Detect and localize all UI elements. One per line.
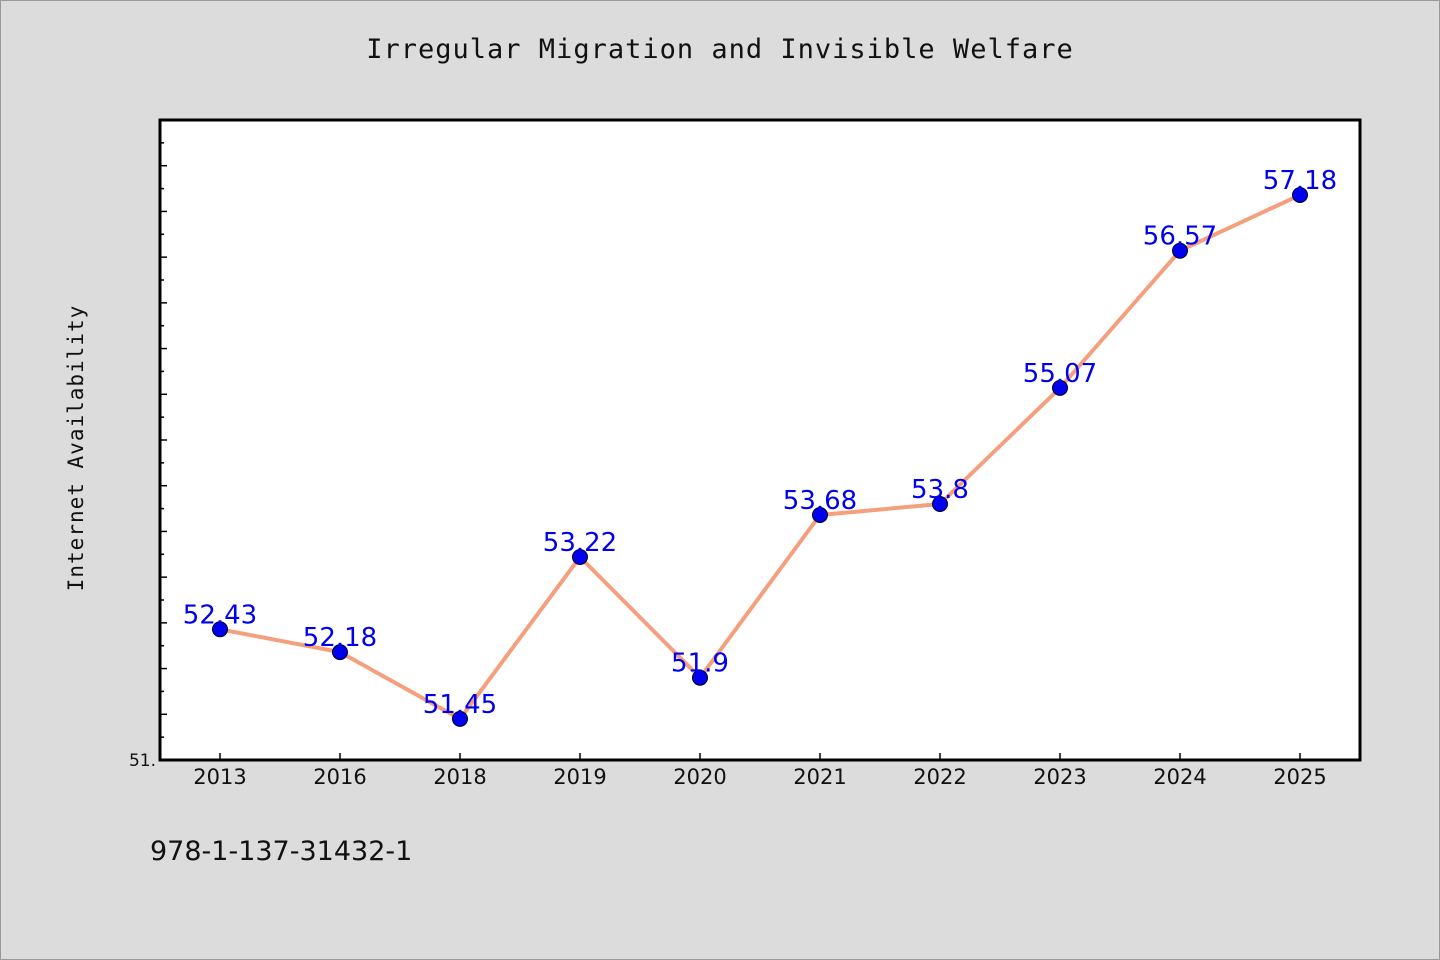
data-point [452, 710, 468, 727]
data-point [1292, 186, 1308, 203]
x-tick-label: 2022 [913, 765, 966, 789]
x-tick-label: 2018 [433, 765, 486, 789]
x-tick-label: 2013 [193, 765, 246, 789]
plot-area [158, 118, 1362, 762]
data-label: 56.57 [1143, 222, 1217, 252]
data-label: 53.22 [543, 528, 617, 558]
data-point [932, 496, 948, 512]
x-tick-label: 2016 [313, 765, 366, 789]
x-tick-label: 2023 [1033, 765, 1086, 789]
data-label: 53.8 [911, 475, 969, 505]
x-tick-label: 2019 [553, 765, 606, 789]
series-line [219, 193, 1301, 721]
isbn-footnote: 978-1-137-31432-1 [150, 836, 413, 867]
data-point [692, 669, 708, 686]
y-axis-ticks: 51. [129, 119, 167, 771]
x-tick-label: 2025 [1273, 765, 1326, 789]
data-point [212, 621, 228, 638]
data-labels: 52.43 52.18 51.45 53.22 51.9 53.68 53.8 55.07 56… [183, 166, 1337, 720]
data-label: 52.43 [183, 600, 257, 630]
x-tick-label: 2024 [1153, 765, 1206, 789]
data-label: 51.9 [671, 649, 729, 679]
x-tick-label: 2020 [673, 765, 726, 789]
x-tick-label: 2021 [793, 765, 846, 789]
data-label: 52.18 [303, 623, 377, 653]
y-tick-label: 51. [129, 751, 156, 771]
chart-title: Irregular Migration and Invisible Welfar… [366, 34, 1074, 65]
data-label: 57.18 [1263, 166, 1337, 196]
data-label: 53.68 [783, 486, 857, 516]
series-markers [212, 186, 1308, 727]
data-point [812, 506, 828, 523]
data-point [1052, 379, 1068, 396]
data-point [572, 549, 588, 566]
data-point [332, 644, 348, 661]
x-axis-ticks: 2013 2016 2018 2019 2020 2021 2022 2023 2024 2025 [193, 753, 1327, 789]
data-point [1172, 242, 1188, 259]
data-label: 55.07 [1023, 359, 1097, 389]
data-label: 51.45 [423, 690, 497, 720]
